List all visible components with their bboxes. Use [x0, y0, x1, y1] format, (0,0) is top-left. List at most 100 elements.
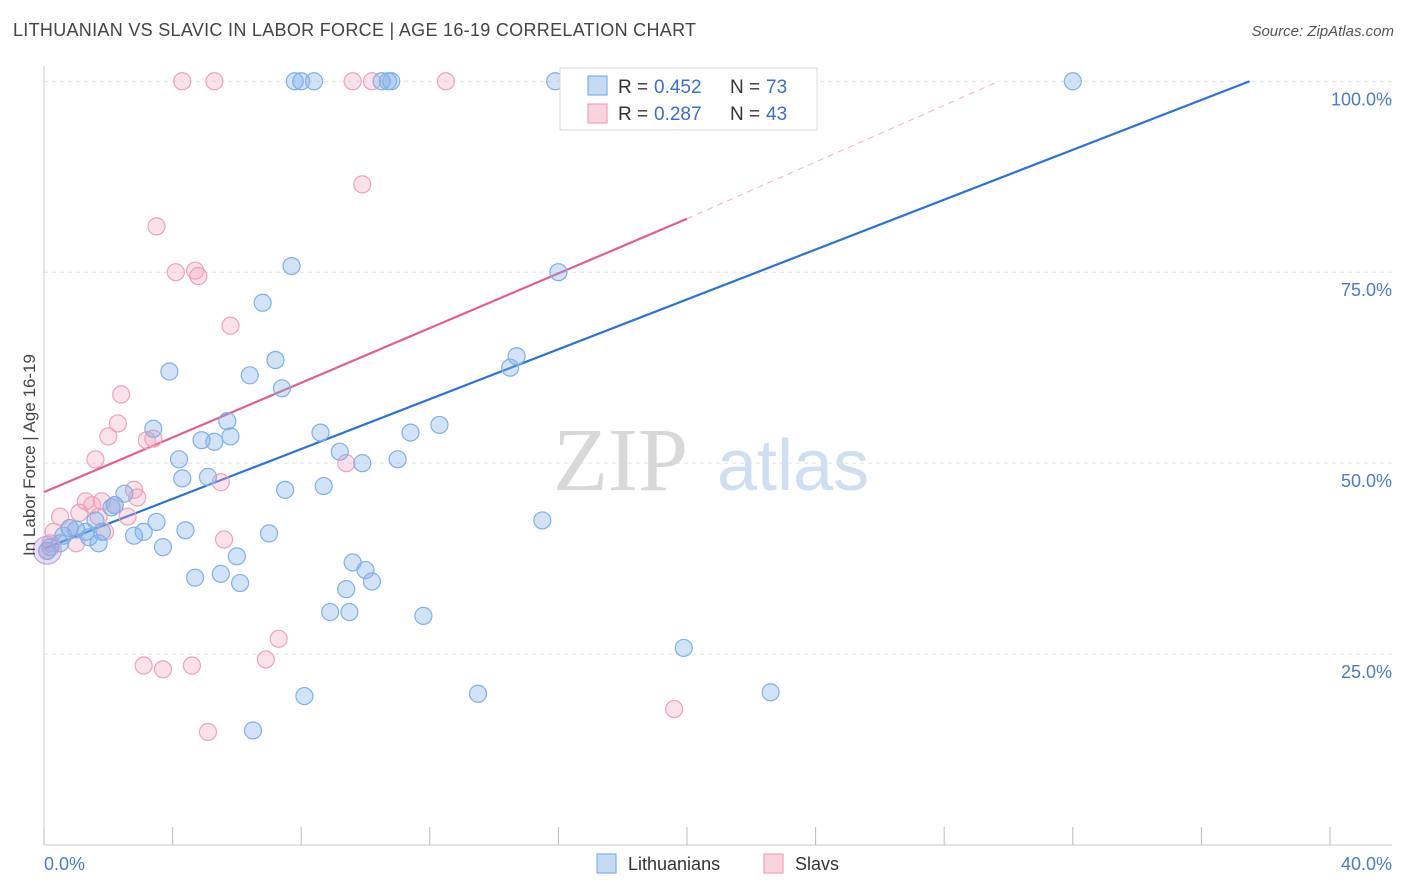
point-lithuanians-20 — [173, 469, 192, 488]
legend-r-label-lithuanians: R = — [618, 77, 648, 98]
x-tick-min: 0.0% — [44, 854, 85, 874]
point-slavs-30 — [198, 722, 218, 742]
point-lithuanians-8 — [89, 534, 108, 553]
point-lithuanians-44 — [314, 476, 333, 496]
legend-r-value-lithuanians: 0.452 — [654, 77, 702, 98]
point-lithuanians-19 — [169, 450, 189, 469]
point-slavs-28 — [186, 261, 205, 280]
point-slavs-13 — [99, 427, 118, 446]
legend-swatch-lithuanians — [587, 75, 608, 96]
point-lithuanians-32 — [243, 721, 263, 740]
point-lithuanians-31 — [240, 366, 259, 385]
point-slavs-27 — [182, 656, 201, 675]
point-lithuanians-26 — [211, 564, 230, 583]
point-slavs-39 — [353, 175, 372, 194]
watermark-atlas: atlas — [717, 426, 869, 506]
point-lithuanians-67 — [674, 638, 693, 658]
point-slavs-33 — [214, 530, 234, 549]
point-lithuanians-14 — [134, 522, 153, 541]
point-slavs-25 — [166, 263, 185, 282]
point-slavs-24 — [153, 660, 173, 679]
chart-title: LITHUANIAN VS SLAVIC IN LABOR FORCE | AG… — [13, 20, 697, 40]
axes — [43, 66, 1392, 846]
y-tick-label-25: 25.0% — [1341, 662, 1392, 682]
point-lithuanians-18 — [160, 362, 179, 381]
legend-swatch-slavs — [587, 103, 608, 124]
legend-n-label-lithuanians: N = — [730, 77, 760, 98]
trend-line-lithuanians — [43, 80, 1251, 550]
point-lithuanians-52 — [362, 572, 382, 591]
point-lithuanians-13 — [124, 526, 144, 545]
point-slavs-21 — [137, 431, 156, 450]
point-lithuanians-63 — [533, 511, 552, 530]
point-lithuanians-25 — [205, 432, 224, 451]
grid-lines — [44, 80, 1392, 655]
point-lithuanians-51 — [356, 560, 375, 580]
point-lithuanians-12 — [115, 484, 134, 503]
point-slavs-8 — [83, 496, 102, 515]
point-lithuanians-62 — [507, 347, 526, 366]
y-tick-label-50: 50.0% — [1341, 471, 1392, 491]
point-lithuanians-10 — [102, 498, 121, 517]
point-lithuanians-45 — [321, 602, 340, 622]
point-lithuanians-37 — [276, 480, 295, 499]
point-slavs-16 — [112, 385, 131, 404]
point-slavs-31 — [205, 72, 224, 91]
point-lithuanians-53 — [372, 72, 391, 91]
bottom-legend-slavs: Slavs — [795, 854, 839, 874]
point-lithuanians-28 — [221, 427, 240, 446]
point-lithuanians-70 — [761, 683, 780, 702]
point-lithuanians-47 — [337, 580, 356, 599]
series-legend: Lithuanians Slavs — [596, 853, 839, 874]
point-lithuanians-58 — [414, 606, 433, 625]
point-slavs-26 — [173, 72, 192, 91]
point-lithuanians-61 — [501, 358, 520, 377]
point-lithuanians-56 — [388, 450, 407, 469]
point-lithuanians-71 — [1063, 72, 1082, 91]
data-points — [32, 72, 1082, 742]
point-slavs-42 — [665, 699, 684, 719]
point-slavs-20 — [134, 656, 153, 675]
y-axis-label: In Labor Force | Age 16-19 — [20, 354, 39, 556]
stats-legend-box — [559, 67, 818, 131]
legend-r-value-slavs: 0.287 — [654, 104, 702, 125]
point-lithuanians-30 — [231, 573, 250, 593]
point-lithuanians-17 — [153, 538, 173, 557]
point-lithuanians-34 — [259, 524, 279, 543]
point-lithuanians-42 — [304, 72, 324, 91]
legend-n-value-slavs: 43 — [766, 104, 787, 125]
point-lithuanians-7 — [86, 511, 105, 530]
point-lithuanians-46 — [330, 442, 349, 461]
y-tick-label-75: 75.0% — [1341, 280, 1392, 300]
source-label: Source: ZipAtlas.com — [1251, 23, 1394, 40]
stats-legend: R = 0.452 N = 73 R = 0.287 N = 43 — [559, 67, 818, 131]
trend-line-slavs-extension — [686, 80, 1000, 220]
point-lithuanians-9 — [92, 522, 111, 541]
watermark: ZIP atlas — [553, 411, 869, 510]
point-slavs-17 — [118, 507, 137, 526]
legend-n-value-lithuanians: 73 — [766, 77, 787, 98]
point-lithuanians-39 — [285, 72, 304, 91]
point-lithuanians-65 — [549, 263, 568, 282]
point-lithuanians-16 — [147, 512, 166, 532]
bottom-legend-lithuanians: Lithuanians — [628, 854, 720, 874]
point-slavs-41 — [436, 72, 455, 91]
watermark-zip: ZIP — [553, 411, 688, 510]
point-lithuanians-50 — [353, 454, 372, 473]
bottom-swatch-slavs — [763, 853, 784, 874]
point-slavs-34 — [221, 316, 240, 335]
point-slavs-29 — [189, 266, 208, 286]
point-slavs-35 — [256, 650, 275, 669]
point-slavs-38 — [343, 72, 362, 91]
point-slavs-15 — [108, 414, 128, 433]
bottom-swatch-lithuanians — [596, 853, 617, 874]
y-tick-labels: 25.0% 50.0% 75.0% 100.0% — [1331, 89, 1392, 682]
point-lithuanians-21 — [176, 521, 195, 540]
point-lithuanians-15 — [144, 419, 163, 438]
point-lithuanians-35 — [266, 350, 285, 370]
x-tick-max: 40.0% — [1341, 854, 1392, 874]
point-lithuanians-48 — [340, 602, 359, 622]
point-lithuanians-24 — [198, 467, 218, 486]
point-lithuanians-29 — [227, 547, 246, 566]
point-lithuanians-55 — [382, 72, 401, 91]
